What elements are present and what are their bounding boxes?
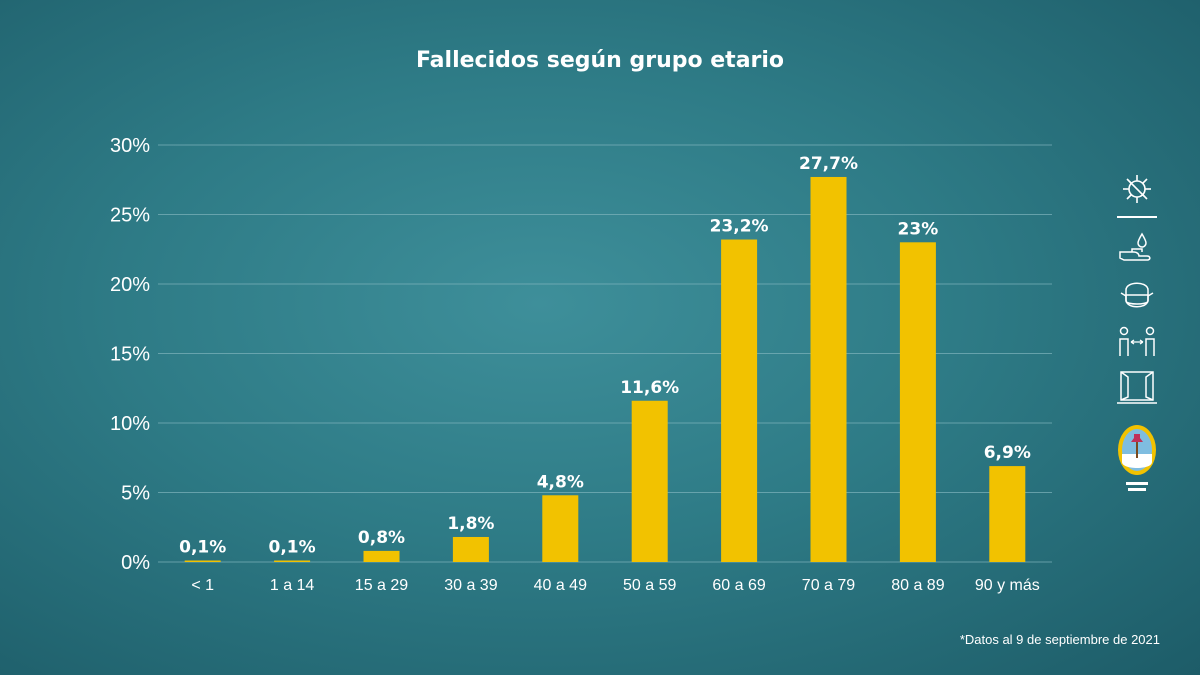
bar — [721, 239, 758, 562]
category-label: 15 a 29 — [355, 577, 408, 594]
bar-value-label: 23% — [898, 219, 939, 239]
y-tick-label: 15% — [110, 344, 150, 366]
category-labels: < 1 1 a 14 15 a 29 30 a 39 40 a 49 50 a 59 60 … — [191, 577, 1039, 594]
category-label: 70 a 79 — [802, 577, 855, 594]
category-label: 60 a 69 — [712, 577, 765, 594]
bar — [274, 560, 311, 562]
prevention-icons-column — [1112, 170, 1162, 500]
value-labels: 0,1% 0,1% 0,8% 1,8% 4,8% 11,6% 23,2% 27,7% 23% 6,… — [179, 154, 1031, 558]
category-label: < 1 — [191, 577, 214, 594]
category-label: 50 a 59 — [623, 577, 676, 594]
icons-separator — [1117, 216, 1157, 218]
y-axis-ticks: 0% 5% 10% 15% 20% 25% 30% — [110, 135, 150, 574]
y-tick-label: 5% — [121, 483, 150, 505]
hand-washing-icon — [1119, 232, 1151, 261]
bar-value-label: 23,2% — [710, 217, 769, 237]
bars — [184, 176, 1026, 563]
bar-value-label: 0,1% — [269, 538, 316, 558]
bar-value-label: 0,1% — [179, 538, 226, 558]
category-label: 90 y más — [975, 577, 1040, 594]
bar — [452, 536, 489, 562]
y-tick-label: 20% — [110, 274, 150, 296]
bar — [631, 400, 668, 562]
bar-value-label: 4,8% — [537, 472, 584, 492]
window-ventilation-icon — [1117, 371, 1157, 404]
category-label: 1 a 14 — [270, 577, 315, 594]
social-distancing-icon — [1119, 326, 1155, 356]
bar — [899, 242, 936, 563]
bar — [542, 495, 579, 562]
face-mask-icon — [1120, 282, 1154, 308]
category-label: 30 a 39 — [444, 577, 497, 594]
chart-title: Fallecidos según grupo etario — [415, 48, 785, 73]
bar — [363, 550, 400, 562]
bar — [184, 560, 221, 562]
bar-value-label: 11,6% — [620, 378, 679, 398]
bar-value-label: 6,9% — [984, 443, 1031, 463]
bar-value-label: 27,7% — [799, 154, 858, 174]
bar — [989, 466, 1026, 562]
y-tick-label: 0% — [121, 552, 150, 574]
bar-value-label: 0,8% — [358, 528, 405, 548]
category-label: 40 a 49 — [534, 577, 587, 594]
category-label: 80 a 89 — [891, 577, 944, 594]
provincial-emblem-icon — [1118, 425, 1156, 491]
data-date-footnote: *Datos al 9 de septiembre de 2021 — [959, 632, 1160, 647]
bar — [810, 176, 847, 562]
y-tick-label: 25% — [110, 205, 150, 227]
virus-icon — [1123, 175, 1151, 203]
bar-value-label: 1,8% — [447, 514, 494, 534]
y-tick-label: 30% — [110, 135, 150, 157]
y-tick-label: 10% — [110, 413, 150, 435]
